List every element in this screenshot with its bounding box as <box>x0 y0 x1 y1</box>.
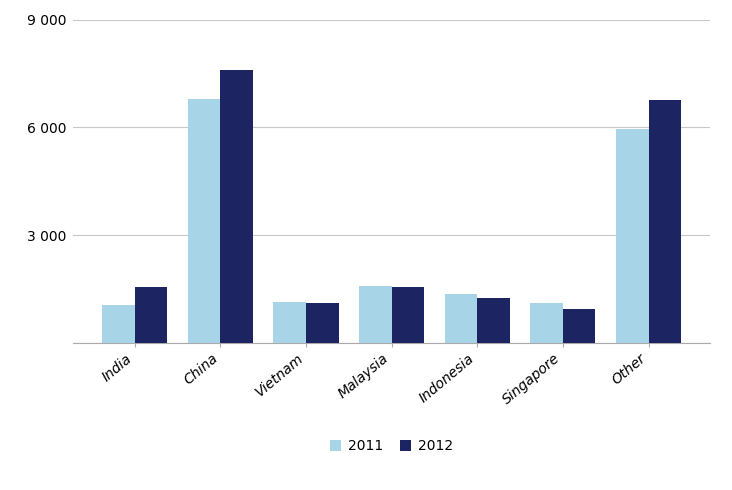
Bar <box>274 302 306 343</box>
Bar <box>563 309 595 343</box>
Bar <box>359 286 392 343</box>
Bar <box>649 100 681 343</box>
Bar <box>102 305 135 343</box>
Bar <box>445 294 477 343</box>
Bar <box>220 70 253 343</box>
Legend: 2011, 2012: 2011, 2012 <box>324 434 459 459</box>
Bar <box>477 298 509 343</box>
Bar <box>306 303 338 343</box>
Bar <box>392 287 424 343</box>
Bar <box>531 303 563 343</box>
Bar <box>616 129 649 343</box>
Bar <box>188 98 220 343</box>
Bar <box>135 287 167 343</box>
